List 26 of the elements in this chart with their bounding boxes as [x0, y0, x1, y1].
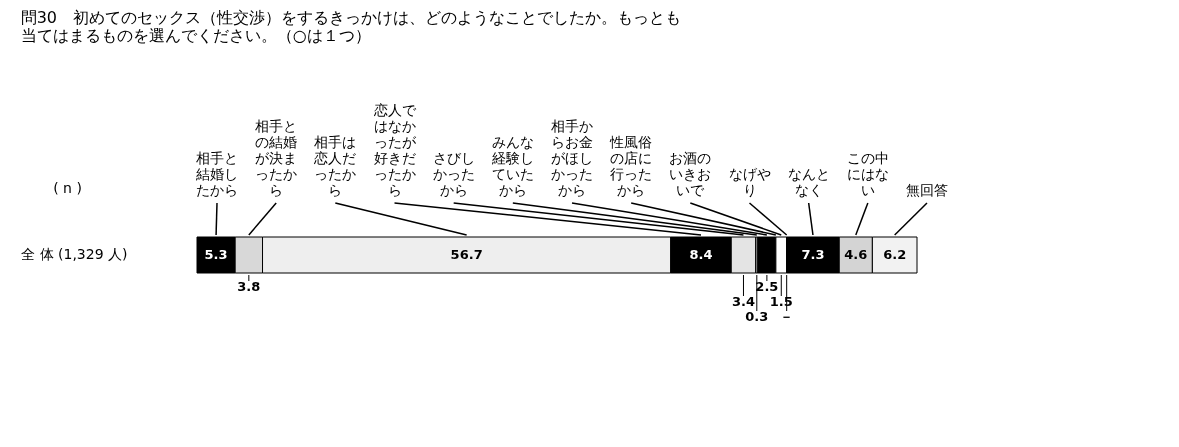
text: 無回答	[906, 182, 948, 198]
data-label: 4.6	[844, 247, 868, 262]
data-label: 0.3	[745, 309, 769, 324]
data-label: －	[780, 309, 794, 324]
data-label: 3.4	[731, 294, 755, 309]
data-label: 7.3	[801, 247, 825, 262]
text: さびしかったから	[432, 150, 475, 198]
text: 相手と結婚したから	[195, 150, 238, 198]
data-label: 8.4	[689, 247, 713, 262]
y-axis-title: ( n )	[53, 179, 82, 196]
text: 相手からお金がほしかったから	[551, 118, 593, 198]
text: なげやり	[728, 166, 771, 198]
data-label: 56.7	[450, 247, 483, 262]
text: 相手との結婚が決まったから	[255, 118, 298, 198]
text: みんな経験していたから	[490, 134, 534, 198]
y-tick-label: 全 体 (1,329 人)	[21, 246, 128, 262]
text: なんとなく	[787, 166, 830, 198]
text: 恋人ではなかったが好きだったから	[372, 102, 417, 198]
data-label: 5.3	[204, 247, 228, 262]
text: 相手は恋人だったから	[313, 134, 357, 198]
chart-title: 問30 初めてのセックス（性交渉）をするきっかけは、どのようなことでしたか。もっとも当てはまるものを選んでください。（○は１つ）	[20, 8, 682, 45]
text: お酒のいきおいで	[669, 150, 712, 198]
data-label: 3.8	[237, 279, 261, 294]
legend-label: 性風俗の店に行ったから	[609, 134, 653, 198]
data-label: 6.2	[883, 247, 907, 262]
text: この中にはない	[846, 150, 889, 198]
